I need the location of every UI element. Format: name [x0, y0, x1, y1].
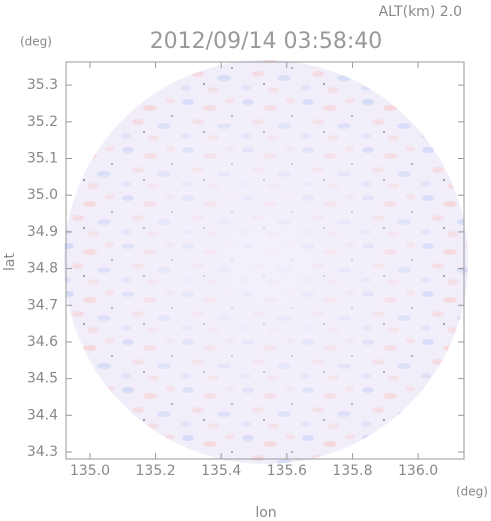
- y-axis-label: lat: [2, 253, 18, 271]
- y-tick-label: 35.1: [27, 150, 58, 166]
- y-tick-label: 34.3: [27, 444, 58, 460]
- x-tick-label: 135.2: [136, 463, 176, 479]
- x-axis-label: lon: [255, 505, 276, 521]
- x-tick-label: 135.4: [201, 463, 241, 479]
- x-tick-label: 135.0: [70, 463, 110, 479]
- plot-frame: [65, 61, 465, 460]
- y-tick-label: 34.4: [27, 407, 58, 423]
- y-tick-label: 34.7: [27, 297, 58, 313]
- y-tick-label: 35.0: [27, 187, 58, 203]
- y-unit: (deg): [20, 35, 52, 49]
- chart-title: 2012/09/14 03:58:40: [150, 29, 383, 54]
- y-tick-label: 34.9: [27, 224, 58, 240]
- y-tick-label: 34.5: [27, 371, 58, 387]
- x-tick-label: 135.6: [267, 463, 307, 479]
- radar-field-center: [64, 60, 468, 464]
- y-tick-label: 35.3: [27, 77, 58, 93]
- y-tick-label: 35.2: [27, 114, 58, 130]
- x-tick-label: 135.8: [332, 463, 372, 479]
- x-tick-label: 136.0: [398, 463, 438, 479]
- x-unit: (deg): [456, 485, 488, 499]
- y-tick-label: 34.8: [27, 261, 58, 277]
- altitude-label: ALT(km) 2.0: [379, 4, 462, 20]
- y-tick-label: 34.6: [27, 334, 58, 350]
